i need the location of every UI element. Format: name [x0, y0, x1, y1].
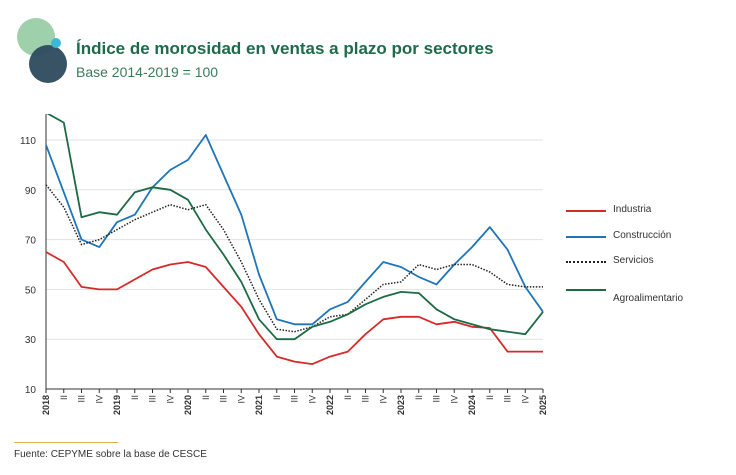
x-tick-label: IV	[165, 395, 175, 404]
x-tick-label: 2022	[325, 395, 335, 415]
x-tick-label: IV	[94, 395, 104, 404]
chart-subtitle: Base 2014-2019 = 100	[76, 64, 219, 80]
x-tick-label: II	[59, 395, 69, 400]
x-tick-label: III	[148, 395, 158, 403]
x-tick-label: III	[77, 395, 87, 403]
logo-dot-cyan	[51, 38, 61, 48]
legend-swatch-servicios	[566, 261, 606, 263]
company-logo-icon	[17, 18, 67, 83]
legend-swatch-agroalimentario	[566, 289, 606, 291]
y-tick-labels: 10 30 50 70 90 110	[20, 136, 36, 396]
legend-item-construccion: Construcción	[566, 228, 726, 246]
x-tick-label: IV	[307, 395, 317, 404]
series-line-agroalimentario	[46, 114, 544, 341]
x-tick-label: IV	[236, 395, 246, 404]
x-tick-label: IV	[520, 395, 530, 404]
chart-legend: Industria Construcción Servicios Agroali…	[566, 196, 726, 316]
x-tick-label: III	[503, 395, 513, 403]
legend-label-construccion: Construcción	[613, 230, 672, 241]
series-line-construccion	[46, 134, 544, 326]
x-tick-label: III	[432, 395, 442, 403]
series-line-industria	[46, 251, 543, 366]
x-tick-label: III	[290, 395, 300, 403]
chart-title: Índice de morosidad en ventas a plazo po…	[76, 39, 494, 58]
source-divider	[14, 442, 118, 443]
logo-circle-dark	[29, 45, 67, 83]
legend-label-industria: Industria	[613, 204, 652, 215]
legend-label-servicios: Servicios	[613, 255, 654, 266]
y-tick-label: 50	[25, 285, 37, 296]
x-tick-label: 2024	[467, 395, 477, 415]
x-tick-label: 2023	[396, 395, 406, 415]
gridlines	[46, 139, 543, 340]
x-tick-label: 2025	[538, 395, 548, 415]
x-tick-label: III	[219, 395, 229, 403]
x-tick-label: II	[272, 395, 282, 400]
legend-swatch-industria	[566, 210, 606, 212]
x-tick-label: II	[343, 395, 353, 400]
legend-swatch-construccion	[566, 236, 606, 238]
x-tick-label: 2020	[183, 395, 193, 415]
x-tick-labels: 2018 II III IV 2019 II III IV 2020 II III IV 2021 II I…	[41, 395, 548, 415]
legend-item-servicios: Servicios	[566, 253, 726, 271]
x-tick-label: 2021	[254, 395, 264, 415]
legend-item-agroalimentario: Agroalimentario	[566, 281, 726, 304]
source-note: Fuente: CEPYME sobre la base de CESCE	[14, 449, 207, 460]
x-tick-label: II	[130, 395, 140, 400]
series-line-servicios	[46, 184, 543, 333]
legend-item-industria: Industria	[566, 202, 726, 220]
y-tick-label: 10	[25, 385, 37, 396]
x-tick-label: 2019	[112, 395, 122, 415]
legend-label-agroalimentario: Agroalimentario	[613, 293, 684, 304]
y-tick-label: 90	[25, 186, 37, 197]
x-tick-label: II	[485, 395, 495, 400]
axes	[45, 114, 544, 393]
x-tick-label: III	[361, 395, 371, 403]
y-tick-label: 70	[25, 236, 37, 247]
x-tick-label: 2018	[41, 395, 51, 415]
x-tick-label: IV	[378, 395, 388, 404]
y-tick-label: 30	[25, 335, 37, 346]
x-tick-label: IV	[449, 395, 459, 404]
x-tick-label: II	[201, 395, 211, 400]
y-tick-label: 110	[20, 136, 36, 147]
x-tick-label: II	[414, 395, 424, 400]
series-lines	[46, 114, 544, 366]
